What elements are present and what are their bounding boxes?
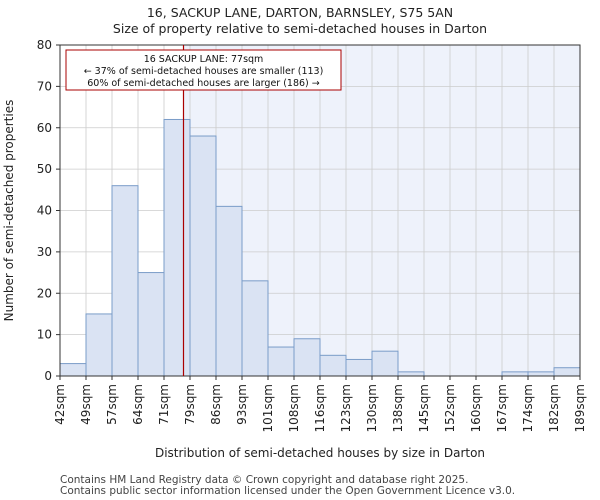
bar	[397, 371, 425, 377]
x-tick-label: 160sqm	[469, 384, 483, 432]
chart-title: 16, SACKUP LANE, DARTON, BARNSLEY, S75 5…	[146, 5, 454, 20]
bar	[215, 205, 243, 377]
chart-subtitle: Size of property relative to semi-detach…	[112, 21, 488, 36]
y-tick-label: 60	[37, 121, 52, 135]
x-tick-label: 93sqm	[235, 384, 249, 425]
x-axis-label: Distribution of semi-detached houses by …	[155, 446, 485, 460]
bar	[527, 371, 555, 377]
bar	[319, 354, 347, 377]
bar	[345, 358, 373, 377]
bar	[163, 118, 191, 377]
bar	[111, 185, 139, 377]
x-tick-label: 189sqm	[573, 384, 587, 432]
annotation-line-1: 16 SACKUP LANE: 77sqm	[144, 54, 264, 65]
x-tick-label: 101sqm	[261, 384, 275, 432]
x-tick-label: 42sqm	[53, 384, 67, 425]
x-tick-label: 116sqm	[313, 384, 327, 432]
annotation-line-2: ← 37% of semi-detached houses are smalle…	[84, 66, 324, 77]
x-tick-label: 71sqm	[157, 384, 171, 425]
x-tick-label: 108sqm	[287, 384, 301, 432]
x-tick-label: 49sqm	[79, 384, 93, 425]
bar	[59, 363, 87, 377]
x-tick-label: 152sqm	[443, 384, 457, 432]
bar	[189, 135, 217, 377]
x-tick-label: 174sqm	[521, 384, 535, 432]
x-tick-label: 130sqm	[365, 384, 379, 432]
x-tick-label: 79sqm	[183, 384, 197, 425]
y-tick-label: 0	[44, 369, 52, 383]
y-tick-label: 10	[37, 328, 52, 342]
footer-copyright: Contains HM Land Registry data © Crown c…	[60, 474, 469, 486]
bar	[553, 367, 581, 377]
bar	[501, 371, 529, 377]
bar	[85, 313, 113, 377]
y-axis-label: Number of semi-detached properties	[2, 100, 16, 322]
y-tick-label: 80	[37, 38, 52, 52]
x-tick-label: 64sqm	[131, 384, 145, 425]
y-tick-label: 40	[37, 204, 52, 218]
x-tick-label: 167sqm	[495, 384, 509, 432]
y-tick-label: 20	[37, 286, 52, 300]
annotation-line-3: 60% of semi-detached houses are larger (…	[87, 78, 320, 89]
bar	[293, 338, 321, 377]
footer-licence: Contains public sector information licen…	[60, 485, 516, 497]
y-tick-label: 70	[37, 79, 52, 93]
y-tick-label: 50	[37, 162, 52, 176]
y-tick-label: 30	[37, 245, 52, 259]
annotation-box	[65, 49, 342, 91]
x-tick-label: 86sqm	[209, 384, 223, 425]
x-tick-label: 123sqm	[339, 384, 353, 432]
bar	[371, 350, 399, 377]
bar	[267, 346, 295, 377]
bar	[241, 280, 269, 377]
x-tick-label: 182sqm	[547, 384, 561, 432]
bar	[137, 272, 165, 377]
x-tick-label: 145sqm	[417, 384, 431, 432]
x-tick-label: 138sqm	[391, 384, 405, 432]
x-tick-label: 57sqm	[105, 384, 119, 425]
